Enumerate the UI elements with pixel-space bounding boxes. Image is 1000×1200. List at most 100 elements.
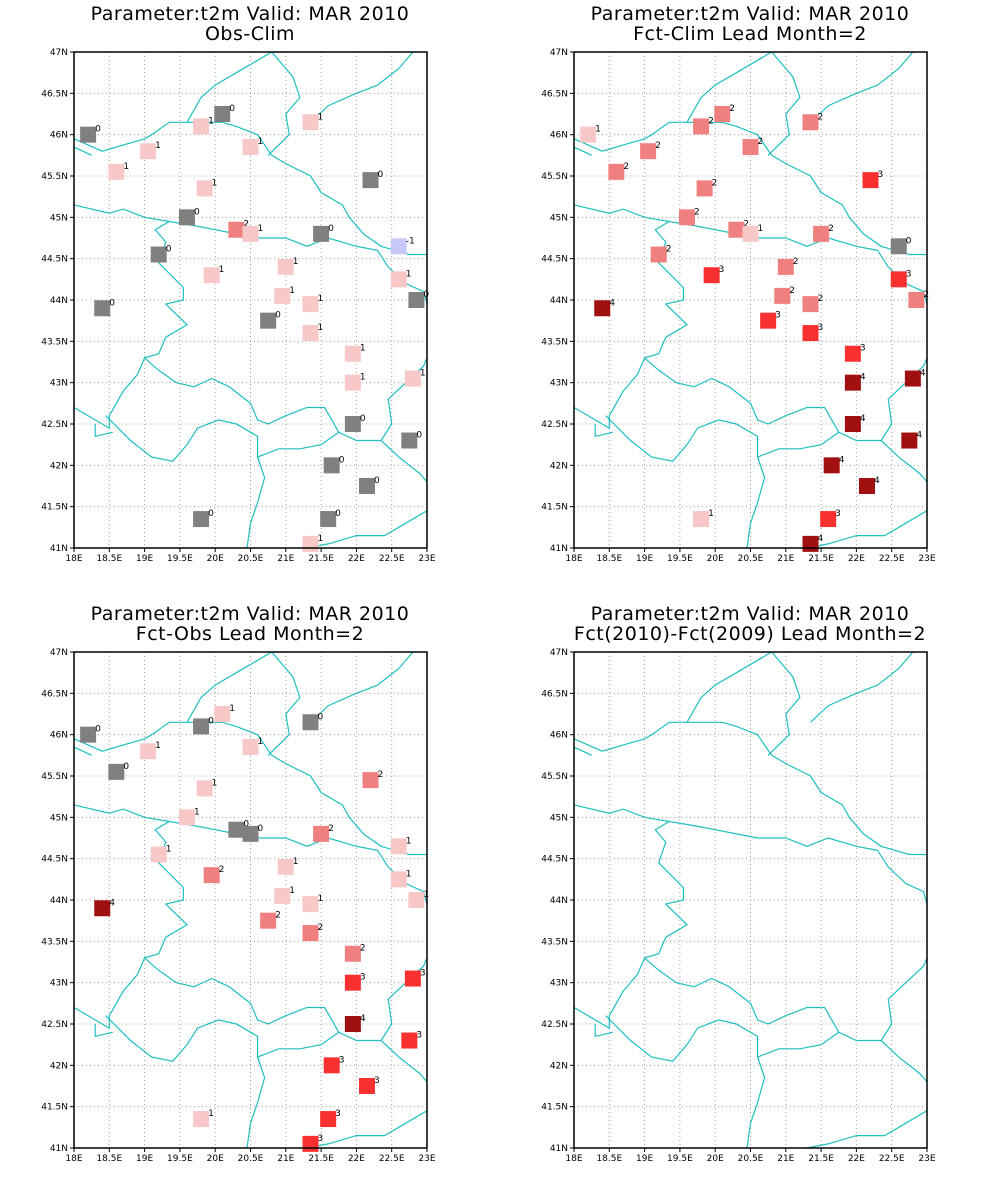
- station-value: 0: [166, 245, 172, 255]
- station-value: 3: [878, 170, 884, 180]
- y-tick-label: 41.5N: [541, 1103, 568, 1113]
- station-value: 1: [318, 534, 324, 544]
- border-line: [105, 1015, 266, 1149]
- x-tick-label: 22E: [848, 554, 865, 564]
- station-value: 4: [860, 373, 866, 383]
- station-marker: [140, 743, 157, 760]
- station-value: 3: [860, 344, 866, 354]
- station-marker: [608, 163, 625, 180]
- x-tick-label: 19.5E: [667, 554, 693, 564]
- station-value: 3: [416, 1031, 422, 1041]
- x-tick-label: 21E: [777, 1154, 794, 1164]
- y-tick-label: 41N: [50, 544, 68, 554]
- station-value: 2: [793, 257, 799, 267]
- y-tick-label: 43.5N: [541, 937, 568, 947]
- station-marker: [302, 714, 319, 731]
- border-line: [767, 651, 801, 756]
- border-line: [686, 651, 773, 723]
- border-line: [757, 431, 840, 458]
- station-marker: [890, 238, 907, 255]
- station-value: 2: [219, 865, 225, 875]
- station-value: 1: [194, 807, 200, 817]
- station-value: 2: [694, 207, 700, 217]
- x-tick-label: 23E: [918, 554, 935, 564]
- station-value: 1: [318, 112, 324, 122]
- station-marker: [302, 535, 319, 552]
- station-value: 3: [835, 509, 841, 519]
- station-value: 1: [293, 857, 299, 867]
- station-value: 4: [109, 898, 115, 908]
- border-line: [594, 424, 613, 438]
- station-marker: [94, 300, 111, 317]
- station-marker: [203, 267, 220, 284]
- map-plot: 18E 18.5E 19E 19.5E 20E 20.5E 21E 21.5E 22E 22.5E…: [541, 648, 936, 1164]
- station-value: 1: [208, 1109, 214, 1119]
- station-marker: [323, 1057, 340, 1074]
- station-value: -1: [406, 236, 415, 246]
- station-value: 0: [258, 824, 264, 834]
- border-line: [669, 220, 878, 251]
- border-line: [573, 121, 927, 256]
- panel-title: Parameter:t2m Valid: MAR 2010: [590, 3, 910, 25]
- station-marker: [390, 838, 407, 855]
- y-tick-label: 47N: [550, 648, 568, 658]
- station-marker: [813, 225, 830, 242]
- station-value: 1: [289, 286, 295, 296]
- station-marker: [890, 271, 907, 288]
- border-line: [573, 746, 592, 756]
- station-marker: [313, 225, 330, 242]
- border-line: [880, 440, 928, 483]
- station-marker: [344, 345, 361, 362]
- station-marker: [404, 970, 421, 987]
- station-marker: [802, 296, 819, 313]
- station-marker: [404, 370, 421, 387]
- panel-title: Parameter:t2m Valid: MAR 2010: [90, 3, 410, 25]
- station-value: 0: [339, 455, 345, 465]
- station-value: 3: [318, 1134, 324, 1144]
- station-value: 4: [874, 476, 880, 486]
- y-tick-label: 45N: [50, 813, 68, 823]
- y-tick-label: 41N: [50, 1144, 68, 1154]
- station-marker: [274, 887, 291, 904]
- station-value: 1: [258, 224, 264, 234]
- station-marker: [242, 825, 259, 842]
- border-line: [880, 1040, 928, 1083]
- station-marker: [344, 974, 361, 991]
- panel-fct-obs: Parameter:t2m Valid: MAR 2010 Fct-Obs Le…: [0, 600, 500, 1200]
- station-marker: [802, 535, 819, 552]
- x-tick-label: 18E: [65, 1154, 82, 1164]
- border-line: [257, 431, 340, 458]
- station-marker: [150, 846, 167, 863]
- station-marker: [862, 172, 879, 189]
- station-value: 1: [229, 704, 235, 714]
- y-tick-label: 44.5N: [41, 855, 68, 865]
- x-tick-label: 18.5E: [596, 554, 622, 564]
- station-marker: [362, 172, 379, 189]
- station-value: 2: [623, 162, 629, 172]
- x-tick-label: 19E: [636, 554, 653, 564]
- y-tick-label: 47N: [50, 648, 68, 658]
- panel-fct-clim: Parameter:t2m Valid: MAR 2010 Fct-Clim L…: [500, 0, 1000, 600]
- station-value: 1: [406, 836, 412, 846]
- y-tick-label: 42N: [550, 1061, 568, 1071]
- x-tick-label: 20E: [707, 1154, 724, 1164]
- station-marker: [344, 945, 361, 962]
- y-tick-label: 46N: [50, 131, 68, 141]
- station-marker: [302, 925, 319, 942]
- station-marker: [742, 225, 759, 242]
- x-tick-label: 20.5E: [238, 1154, 264, 1164]
- x-tick-label: 23E: [418, 1154, 435, 1164]
- station-marker: [302, 325, 319, 342]
- x-tick-label: 18E: [65, 554, 82, 564]
- station-value: 1: [212, 178, 218, 188]
- y-tick-label: 46.5N: [41, 89, 68, 99]
- station-marker: [408, 292, 425, 308]
- border-line: [757, 1031, 840, 1058]
- station-marker: [777, 258, 794, 275]
- station-value: 1: [420, 369, 426, 379]
- x-tick-label: 21E: [777, 554, 794, 564]
- station-marker: [844, 345, 861, 362]
- y-tick-label: 44.5N: [41, 255, 68, 265]
- station-value: 0: [123, 762, 129, 772]
